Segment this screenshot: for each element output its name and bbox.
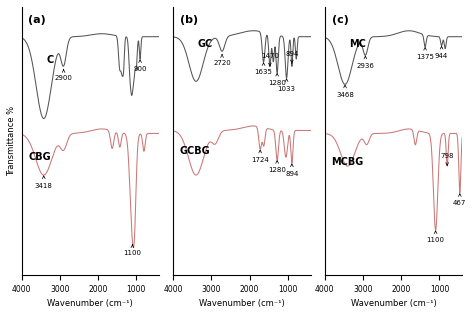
- Text: 1280: 1280: [268, 73, 286, 86]
- Text: 1375: 1375: [416, 48, 434, 60]
- Text: 3468: 3468: [336, 85, 354, 98]
- Text: 798: 798: [440, 153, 454, 165]
- Text: 1635: 1635: [255, 63, 273, 75]
- Text: 1100: 1100: [427, 231, 445, 243]
- Text: 1724: 1724: [251, 150, 269, 163]
- Text: 944: 944: [435, 46, 448, 59]
- Text: 894: 894: [285, 164, 299, 177]
- Text: 2720: 2720: [213, 54, 231, 66]
- Text: CBG: CBG: [28, 152, 51, 162]
- Y-axis label: Transmittance %: Transmittance %: [7, 106, 16, 176]
- Text: GCBG: GCBG: [180, 146, 210, 156]
- X-axis label: Wavenumber (cm⁻¹): Wavenumber (cm⁻¹): [199, 299, 285, 308]
- Text: 894: 894: [285, 51, 299, 63]
- Text: MCBG: MCBG: [332, 157, 364, 167]
- Text: 2900: 2900: [55, 69, 73, 81]
- Text: (b): (b): [180, 15, 198, 25]
- Text: (a): (a): [28, 15, 46, 25]
- Text: 467: 467: [453, 194, 466, 206]
- X-axis label: Wavenumber (cm⁻¹): Wavenumber (cm⁻¹): [351, 299, 437, 308]
- Text: 3418: 3418: [35, 176, 53, 188]
- Text: C: C: [46, 55, 54, 65]
- Text: 1280: 1280: [268, 161, 286, 173]
- Text: 900: 900: [133, 60, 147, 72]
- Text: MC: MC: [349, 39, 366, 49]
- Text: GC: GC: [198, 39, 213, 49]
- Text: 1470: 1470: [261, 53, 279, 66]
- Text: 2936: 2936: [356, 56, 374, 69]
- Text: (c): (c): [332, 15, 348, 25]
- Text: 1033: 1033: [278, 79, 296, 92]
- X-axis label: Wavenumber (cm⁻¹): Wavenumber (cm⁻¹): [47, 299, 133, 308]
- Text: 1100: 1100: [123, 244, 141, 256]
